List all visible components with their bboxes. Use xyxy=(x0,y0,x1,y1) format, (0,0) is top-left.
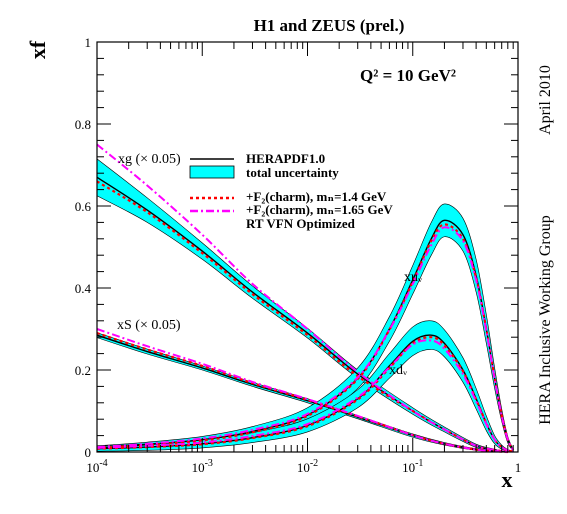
x-tick-label: 10-3 xyxy=(192,458,213,475)
curve-label-xs: xS (× 0.05) xyxy=(117,318,181,333)
q2-annotation: Q² = 10 GeV² xyxy=(360,66,456,85)
legend-label-hera: HERAPDF1.0 xyxy=(246,151,325,166)
x-tick-label: 10-2 xyxy=(297,458,318,475)
chart-title: H1 and ZEUS (prel.) xyxy=(254,16,405,35)
legend: HERAPDF1.0 total uncertainty +F₂(charm),… xyxy=(189,151,393,231)
curve-charm165-xg xyxy=(96,143,508,453)
y-tick-label: 0.8 xyxy=(75,117,91,132)
curve-hera-xg xyxy=(96,176,508,453)
tick-labels: 10-4 10-3 10-2 10-1 1 0 0.2 0.4 0.6 0.8 1 xyxy=(75,35,522,475)
curve-label-xuv: xuᵥ xyxy=(404,270,423,285)
axis-ticks xyxy=(96,41,519,453)
curve-charm14-xdv xyxy=(96,336,514,453)
curve-charm14-xuv xyxy=(96,223,515,451)
x-tick-label: 10-4 xyxy=(86,458,107,475)
y-axis-label: xf xyxy=(25,40,50,59)
curves xyxy=(96,143,515,454)
curve-charm165-xS xyxy=(96,328,508,453)
legend-label-band: total uncertainty xyxy=(246,165,339,180)
y-tick-label: 0.4 xyxy=(75,281,92,296)
plot-frame xyxy=(96,41,519,453)
y-tick-label: 1 xyxy=(85,35,92,50)
legend-label-charm14: +F₂(charm), mₙ=1.4 GeV xyxy=(246,189,387,204)
y-tick-label: 0.2 xyxy=(75,363,91,378)
y-tick-label: 0 xyxy=(85,445,92,460)
side-text-date: April 2010 xyxy=(537,65,554,135)
x-tick-label: 10-1 xyxy=(402,458,423,475)
y-tick-label: 0.6 xyxy=(75,199,92,214)
legend-label-charm165: +F₂(charm), mₙ=1.65 GeV xyxy=(246,202,393,217)
curve-label-xg: xg (× 0.05) xyxy=(118,152,181,167)
plot-border xyxy=(96,41,519,453)
x-axis-label: x xyxy=(502,467,513,492)
curve-label-xdv: xdᵥ xyxy=(389,363,408,378)
legend-label-rt: RT VFN Optimized xyxy=(246,216,356,231)
side-text-group: HERA Inclusive Working Group xyxy=(537,215,554,425)
curve-charm165-xuv xyxy=(96,226,515,451)
legend-swatch-band xyxy=(189,165,235,179)
curve-charm14-xg xyxy=(96,180,508,454)
x-tick-label: 1 xyxy=(515,460,522,475)
